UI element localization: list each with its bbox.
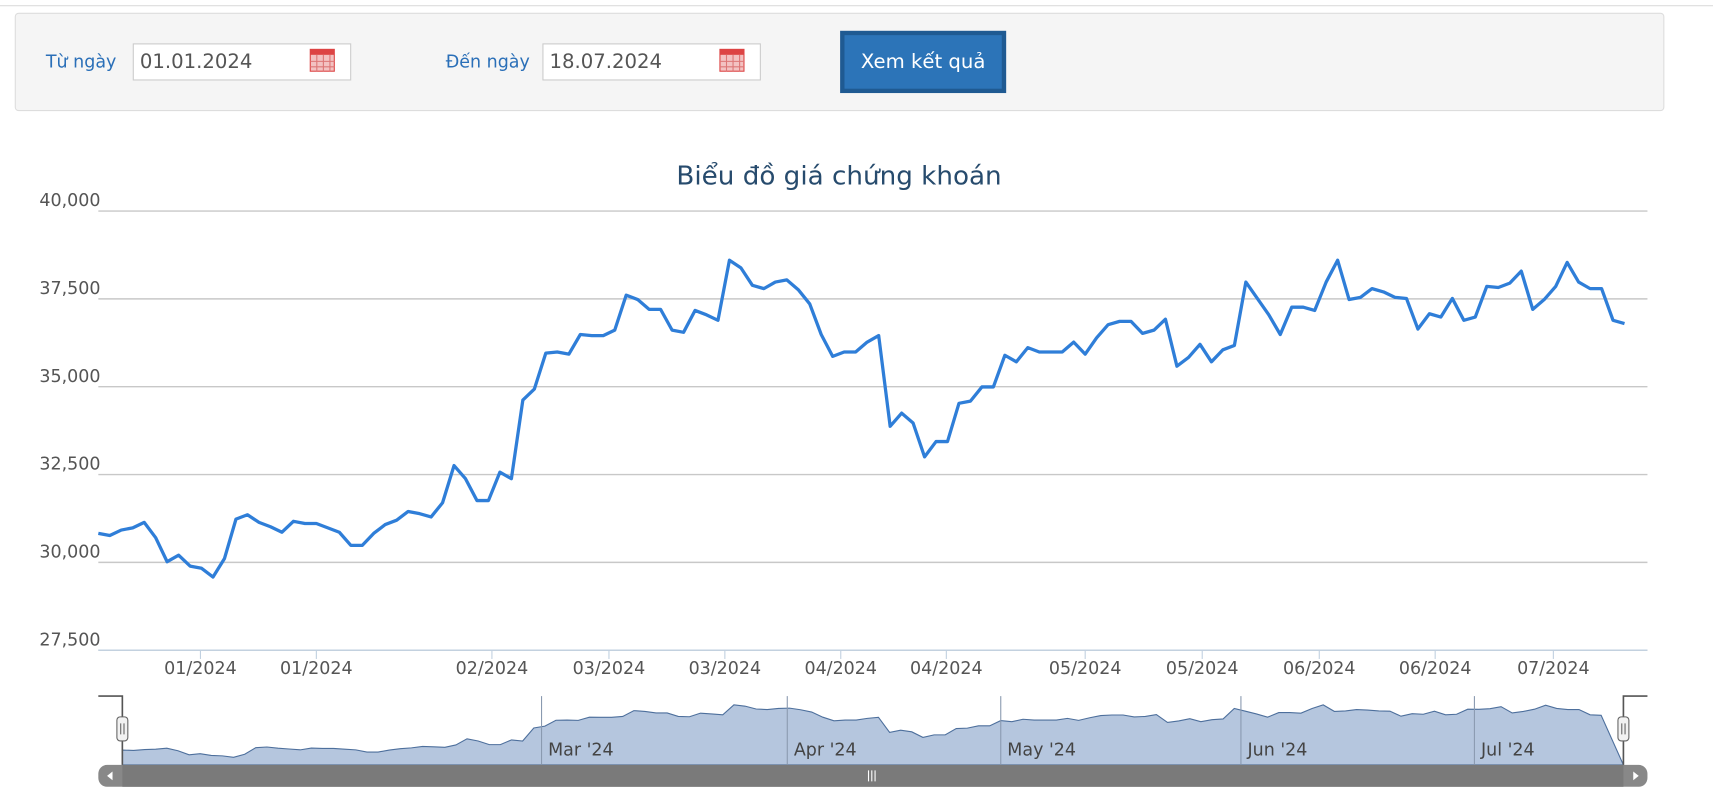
- to-label: Đến ngày: [446, 51, 530, 72]
- navigator-handle-grip: [1621, 723, 1626, 735]
- x-tick-label: 03/2024: [689, 659, 762, 679]
- navigator-tick-label: Apr '24: [794, 741, 857, 761]
- navigator-tick-label: Jul '24: [1480, 741, 1535, 761]
- navigator-tick-label: May '24: [1007, 741, 1076, 761]
- to-value: 18.07.2024: [550, 50, 663, 73]
- x-tick-label: 05/2024: [1049, 659, 1122, 679]
- navigator: Mar '24 Apr '24 May '24 Jun '24 Jul '24: [98, 695, 1648, 787]
- y-tick-label: 40,000: [39, 191, 100, 211]
- scrollbar-arrow-left: [107, 771, 113, 781]
- price-line: [98, 258, 1625, 579]
- from-value: 01.01.2024: [140, 50, 253, 73]
- calendar-icon[interactable]: [719, 48, 745, 72]
- y-tick-label: 32,500: [39, 455, 100, 475]
- navigator-tick-label: Mar '24: [548, 741, 614, 761]
- x-tick-label: 04/2024: [910, 659, 983, 679]
- x-tick-label: 05/2024: [1166, 659, 1239, 679]
- x-tick-label: 03/2024: [573, 659, 646, 679]
- submit-button-face: [844, 35, 1002, 89]
- plot: 27,500 30,000 32,500 35,000 37,500 40,000 01/2…: [39, 191, 1648, 679]
- filter-panel: [14, 12, 1665, 112]
- x-tick-label: 02/2024: [456, 659, 529, 679]
- navigator-tick-label: Jun '24: [1246, 741, 1307, 761]
- navigator-handle: [1617, 716, 1630, 742]
- y-tick-label: 35,000: [39, 367, 100, 387]
- x-tick-label: 01/2024: [164, 659, 237, 679]
- x-tick-label: 07/2024: [1517, 659, 1590, 679]
- scrollbar-arrow-right: [1633, 771, 1639, 781]
- navigator-handle: [116, 716, 129, 742]
- x-tick-label: 06/2024: [1399, 659, 1472, 679]
- calendar-icon[interactable]: [309, 48, 335, 72]
- x-tick-label: 01/2024: [280, 659, 353, 679]
- from-label: Từ ngày: [45, 52, 117, 72]
- submit-button-label: Xem kết quả: [861, 50, 985, 73]
- navigator-area: [121, 704, 1625, 766]
- navigator-outline: [98, 695, 1648, 765]
- scrollbar-grip: [867, 770, 876, 782]
- x-tick-label: 06/2024: [1283, 659, 1356, 679]
- navigator-handle-grip: [120, 723, 125, 735]
- chart-title: Biểu đồ giá chứng khoán: [676, 161, 1001, 192]
- y-tick-label: 30,000: [39, 543, 100, 563]
- y-tick-label: 37,500: [39, 279, 100, 299]
- x-tick-label: 04/2024: [804, 659, 877, 679]
- y-tick-label: 27,500: [39, 630, 100, 650]
- scrollbar-thumb[interactable]: [122, 764, 1624, 787]
